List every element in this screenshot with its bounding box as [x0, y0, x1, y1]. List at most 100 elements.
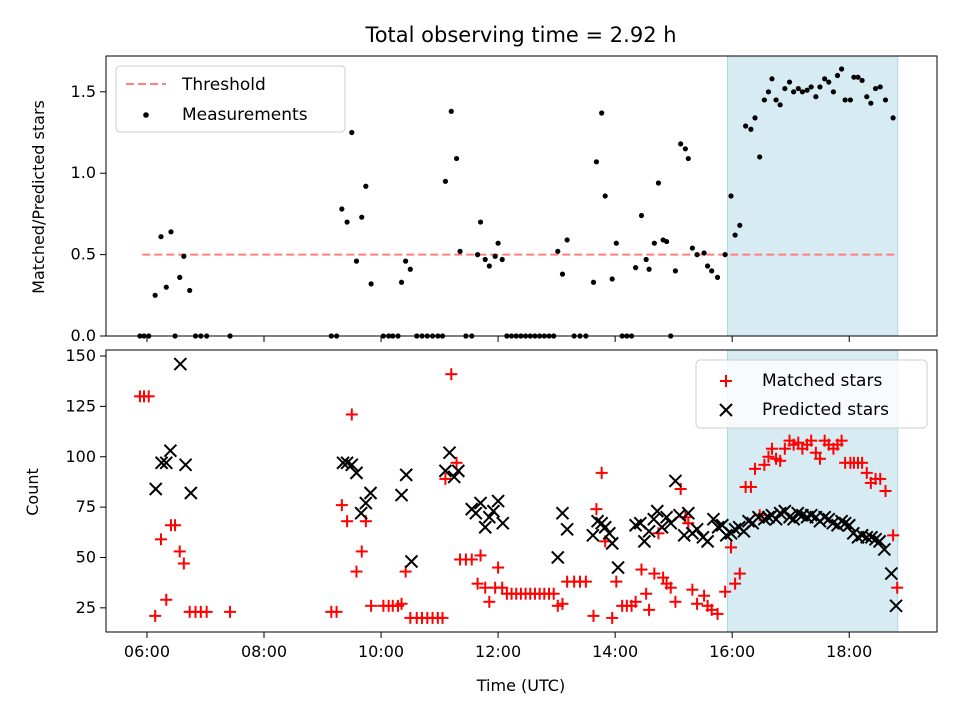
matched-star-point: [579, 575, 592, 588]
predicted-star-point: [681, 506, 695, 520]
measurement-point: [839, 66, 845, 72]
predicted-star-point: [637, 534, 652, 549]
measurement-point: [872, 85, 879, 92]
measurement-point: [339, 206, 345, 212]
matched-star-point: [610, 575, 623, 588]
legend-measurements-label: Measurements: [182, 105, 308, 125]
predicted-star-point: [496, 516, 510, 530]
predicted-star-point: [349, 466, 364, 480]
matched-star-point: [450, 456, 463, 469]
measurement-point: [743, 123, 749, 129]
y-tick-label: 50: [76, 547, 96, 566]
legend-matched-label: Matched stars: [762, 371, 882, 391]
matched-star-point: [483, 595, 496, 608]
predicted-star-point: [551, 550, 565, 565]
predicted-star-point: [741, 514, 756, 528]
measurement-point: [851, 74, 857, 80]
matched-star-point: [640, 587, 653, 600]
measurement-point: [564, 237, 570, 243]
measurement-point: [448, 108, 454, 114]
matched-star-point: [629, 595, 642, 608]
measurement-point: [748, 126, 754, 132]
y-tick-label: 75: [76, 497, 96, 516]
predicted-star-point: [447, 470, 461, 484]
measurement-point: [765, 89, 772, 95]
matched-star-point: [758, 458, 771, 471]
measurement-point: [475, 252, 481, 258]
measurement-point: [826, 79, 832, 85]
predicted-star-point: [404, 554, 419, 569]
measurement-point: [777, 102, 783, 108]
matched-star-point: [652, 527, 665, 540]
matched-star-point: [792, 436, 805, 449]
measurement-point: [882, 97, 889, 103]
measurement-point: [555, 248, 561, 254]
matched-star-point: [748, 462, 761, 475]
matched-star-point: [774, 454, 787, 467]
legend-count-box: [695, 359, 928, 429]
legend-predicted-label: Predicted stars: [762, 400, 889, 420]
measurement-point: [407, 266, 413, 272]
matched-star-point: [341, 515, 354, 528]
y-tick-label: 25: [76, 598, 96, 617]
matched-star-point: [587, 609, 600, 622]
measurement-point: [701, 250, 707, 256]
measurement-point: [344, 219, 350, 225]
measurement-point: [453, 155, 460, 162]
measurement-point: [704, 263, 711, 269]
measurement-point: [499, 256, 505, 263]
matched-star-point: [350, 565, 363, 578]
matched-star-point: [891, 581, 904, 594]
measurement-point: [152, 292, 158, 298]
measurement-point: [368, 281, 374, 287]
measurement-point: [651, 240, 657, 246]
predicted-star-point: [149, 482, 163, 496]
matched-star-point: [733, 567, 746, 580]
predicted-star-point: [394, 488, 409, 502]
measurement-point: [613, 240, 619, 246]
matched-star-point: [471, 577, 484, 590]
matched-star-point: [155, 533, 168, 546]
predicted-star-point: [761, 510, 776, 524]
legend-matched-swatch: [720, 375, 732, 387]
measurement-point: [590, 279, 597, 285]
matched-star-point: [436, 611, 449, 624]
measurement-point: [602, 193, 608, 199]
predicted-star-point: [163, 444, 178, 458]
matched-star-point: [691, 597, 704, 610]
measurement-point: [457, 248, 463, 254]
x-axis-ticks: 06:00 08:00 10:00 12:00 14:00 16:00 18:00: [124, 632, 872, 661]
y-tick-label: 150: [65, 346, 96, 365]
measurement-point: [685, 155, 691, 162]
measurement-point: [808, 84, 814, 90]
legend-measurements-swatch: [143, 112, 149, 118]
measurement-point: [830, 89, 837, 95]
measurement-point: [791, 89, 797, 95]
y-tick-label: 125: [65, 396, 96, 415]
measurement-point: [359, 214, 365, 220]
matched-star-point: [595, 466, 608, 479]
measurement-point: [442, 178, 449, 184]
matched-star-point: [729, 577, 742, 590]
y-tick-label: 0.5: [71, 245, 96, 264]
measurement-point: [158, 234, 164, 240]
matched-star-point: [547, 587, 560, 600]
matched-star-point: [809, 446, 822, 459]
matched-star-point: [805, 434, 818, 447]
predicted-star-point: [842, 518, 856, 532]
predicted-star-point: [345, 458, 359, 472]
matched-star-point: [335, 499, 348, 512]
predicted-star-point: [782, 510, 797, 524]
x-axis-label: Time (UTC): [476, 676, 565, 695]
measurement-point: [847, 97, 853, 103]
legend-ratio-box: [115, 65, 346, 133]
measurement-point: [709, 268, 715, 274]
measurement-point: [177, 274, 183, 280]
measurement-point: [855, 74, 861, 80]
measurement-point: [773, 97, 779, 103]
matched-star-point: [445, 368, 458, 381]
predicted-star-point: [642, 524, 656, 538]
measurement-point: [559, 271, 566, 277]
measurement-point: [682, 146, 688, 152]
x-tick-label: 14:00: [592, 642, 638, 661]
